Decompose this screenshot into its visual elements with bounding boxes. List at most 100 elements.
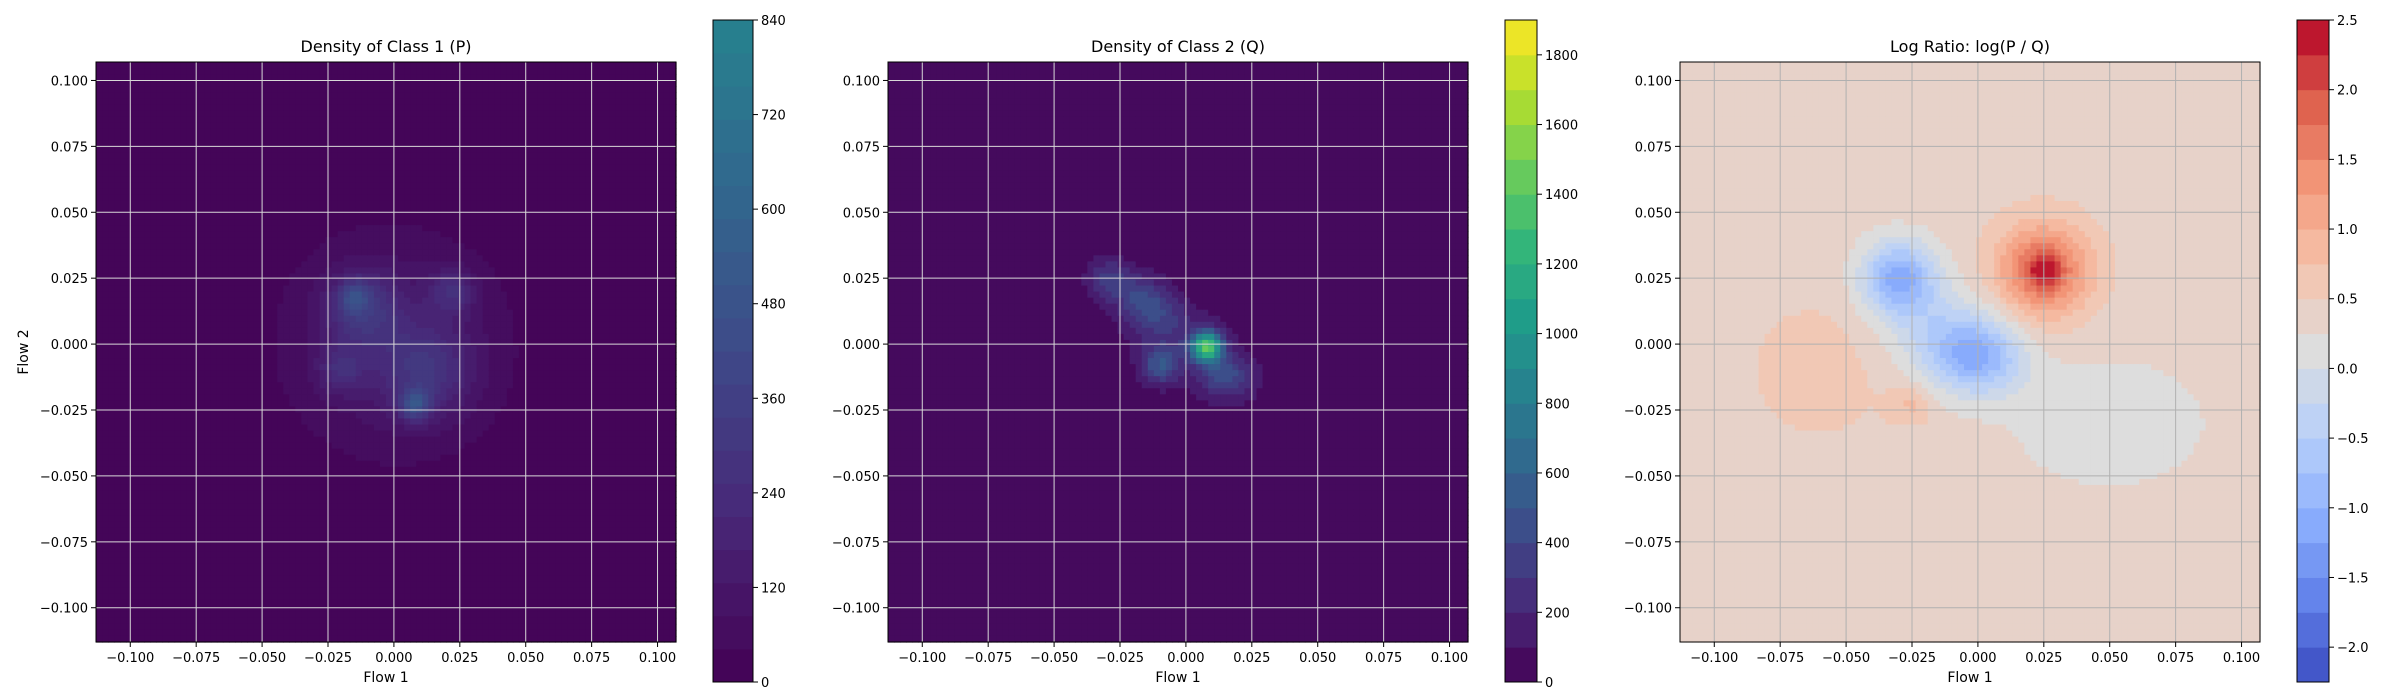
heatmap-cell [283,273,290,280]
heatmap-cell [114,400,121,407]
heatmap-cell [338,497,345,504]
heatmap-cell [338,539,345,546]
heatmap-cell [102,231,109,238]
heatmap-cell [150,243,157,250]
heatmap-cell [386,68,393,75]
heatmap-cell [150,521,157,528]
heatmap-cell [132,122,139,129]
heatmap-cell [332,551,339,558]
heatmap-cell [338,310,345,317]
heatmap-cell [326,563,333,570]
heatmap-cell [223,74,230,81]
heatmap-cell [368,92,375,99]
heatmap-cell [326,570,333,577]
heatmap-cell [132,588,139,595]
heatmap-cell [320,171,327,178]
heatmap-cell [338,80,345,87]
heatmap-cell [307,388,314,395]
heatmap-cell [175,364,182,371]
heatmap-cell [392,370,399,377]
heatmap-cell [332,376,339,383]
heatmap-cell [108,358,115,365]
heatmap-cell [283,588,290,595]
heatmap-cell [368,557,375,564]
heatmap-cell [295,171,302,178]
heatmap-cell [386,159,393,166]
heatmap-cell [223,153,230,160]
heatmap-cell [156,539,163,546]
heatmap-cell [380,563,387,570]
heatmap-cell [338,461,345,468]
heatmap-cell [199,92,206,99]
heatmap-cell [344,316,351,323]
heatmap-cell [301,171,308,178]
heatmap-cell [326,576,333,583]
heatmap-cell [205,600,212,607]
heatmap-cell [187,358,194,365]
heatmap-cell [283,437,290,444]
heatmap-cell [162,557,169,564]
heatmap-cell [138,255,145,262]
heatmap-cell [132,443,139,450]
heatmap-cell [362,449,369,456]
heatmap-cell [150,437,157,444]
heatmap-cell [350,92,357,99]
heatmap-cell [114,122,121,129]
heatmap-cell [356,86,363,93]
heatmap-cell [241,503,248,510]
heatmap-cell [265,165,272,172]
heatmap-cell [350,630,357,637]
heatmap-cell [156,255,163,262]
heatmap-cell [96,400,103,407]
heatmap-cell [150,98,157,105]
heatmap-cell [350,431,357,438]
heatmap-cell [150,249,157,256]
heatmap-cell [368,630,375,637]
heatmap-cell [271,128,278,135]
heatmap-cell [307,74,314,81]
heatmap-cell [392,388,399,395]
heatmap-cell [205,292,212,299]
heatmap-cell [132,116,139,123]
heatmap-cell [132,545,139,552]
heatmap-cell [307,280,314,287]
heatmap-cell [211,292,218,299]
heatmap-cell [386,594,393,601]
heatmap-cell [301,316,308,323]
heatmap-cell [356,376,363,383]
heatmap-cell [150,195,157,202]
heatmap-cell [253,594,260,601]
heatmap-cell [320,92,327,99]
heatmap-cell [374,455,381,462]
heatmap-cell [332,340,339,347]
heatmap-cell [211,358,218,365]
heatmap-cell [114,570,121,577]
heatmap-cell [96,503,103,510]
heatmap-cell [199,388,206,395]
heatmap-cell [314,479,321,486]
heatmap-cell [320,135,327,142]
heatmap-cell [289,104,296,111]
heatmap-cell [253,618,260,625]
heatmap-cell [283,370,290,377]
heatmap-cell [265,449,272,456]
heatmap-cell [301,135,308,142]
heatmap-cell [277,539,284,546]
heatmap-cell [332,219,339,226]
heatmap-cell [265,68,272,75]
heatmap-cell [211,128,218,135]
heatmap-cell [253,340,260,347]
heatmap-cell [277,104,284,111]
heatmap-cell [392,201,399,208]
heatmap-cell [253,497,260,504]
heatmap-cell [175,624,182,631]
heatmap-cell [247,322,254,329]
heatmap-cell [374,243,381,250]
heatmap-cell [374,177,381,184]
heatmap-cell [350,249,357,256]
heatmap-cell [241,588,248,595]
heatmap-cell [223,310,230,317]
heatmap-cell [96,515,103,522]
heatmap-cell [374,171,381,178]
heatmap-cell [392,286,399,293]
